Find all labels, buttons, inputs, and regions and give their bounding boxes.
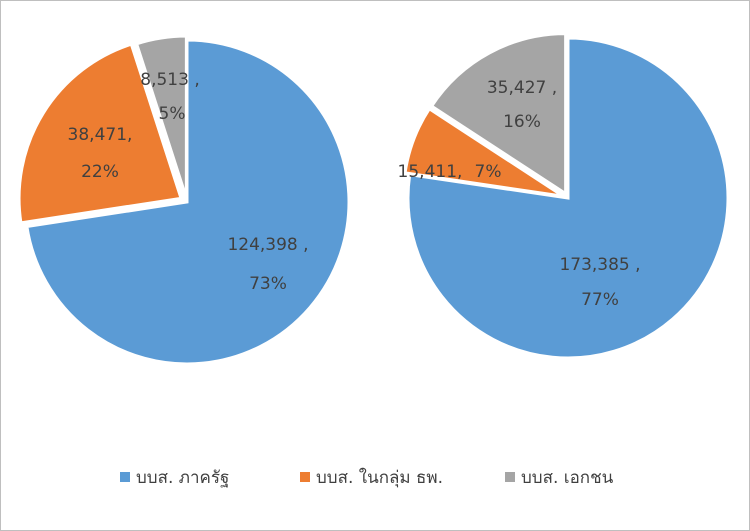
legend-label: บบส. ภาครัฐ <box>136 468 229 488</box>
data-label: 7% <box>475 162 502 182</box>
pie-slice <box>134 34 188 199</box>
legend-label: บบส. เอกชน <box>521 468 614 488</box>
legend-label: บบส. ในกลุ่ม ธพ. <box>316 467 443 488</box>
data-label: 35,427 , <box>487 78 557 98</box>
data-label: 22% <box>81 162 119 182</box>
data-label: 73% <box>249 274 287 294</box>
data-label: 5% <box>159 104 186 124</box>
legend-swatch <box>300 472 310 482</box>
data-label: 124,398 , <box>227 235 308 255</box>
pie-slice <box>406 36 730 360</box>
data-label: 8,513 , <box>140 70 199 90</box>
pie-slice <box>17 42 184 225</box>
legend-swatch <box>505 472 515 482</box>
data-label: 38,471, <box>68 125 133 145</box>
pie-slice <box>25 38 351 366</box>
data-label: 15,411, <box>398 162 463 182</box>
pie-slice <box>429 32 568 197</box>
pie-slice <box>403 106 565 198</box>
data-label: 77% <box>581 290 619 310</box>
data-label: 16% <box>503 112 541 132</box>
legend-swatch <box>120 472 130 482</box>
data-label: 173,385 , <box>559 255 640 275</box>
